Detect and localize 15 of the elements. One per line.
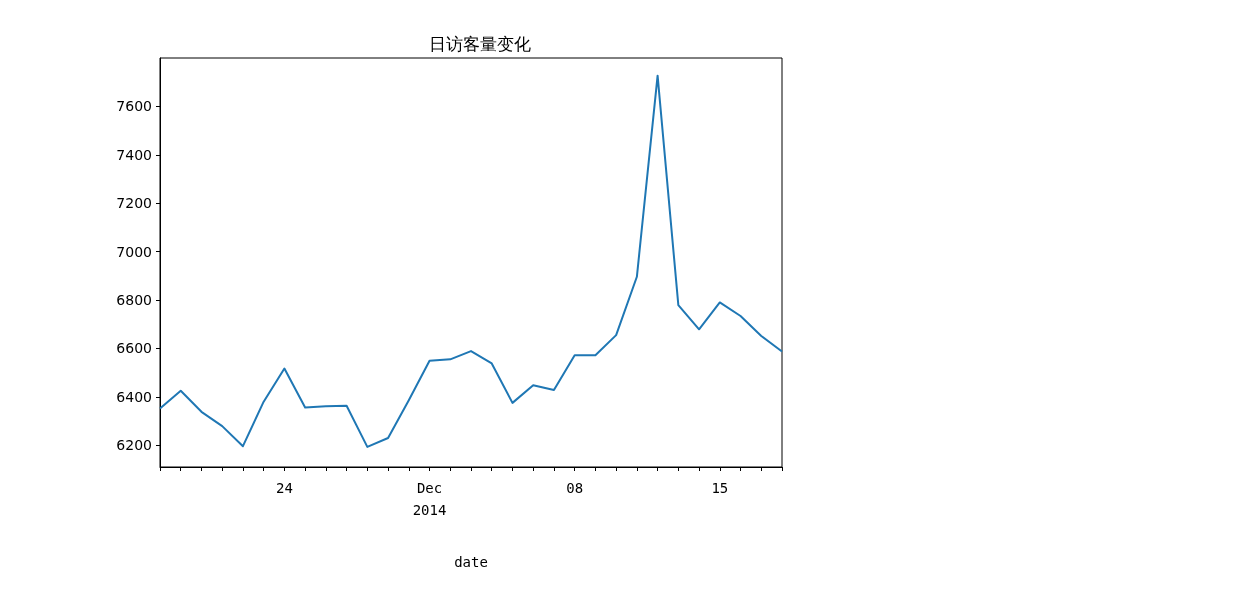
x-tick-label: Dec 2014 — [412, 480, 447, 518]
x-tick-label: 15 — [711, 480, 729, 496]
y-tick-label: 6200 — [116, 437, 152, 454]
x-axis-title: date — [454, 554, 488, 570]
chart-title: 日访客量变化 — [429, 33, 531, 54]
y-tick-label: 6400 — [116, 388, 152, 405]
y-tick-label: 7600 — [116, 98, 152, 115]
y-tick-label: 7000 — [116, 243, 152, 260]
y-tick-label: 6600 — [116, 340, 152, 357]
y-tick-label: 7400 — [116, 146, 152, 163]
x-tick-label: 24 — [275, 480, 293, 496]
y-tick-label: 7200 — [116, 195, 152, 212]
x-tick-label: 08 — [566, 480, 584, 496]
line-series — [159, 74, 783, 448]
y-tick-label: 6800 — [116, 292, 152, 309]
